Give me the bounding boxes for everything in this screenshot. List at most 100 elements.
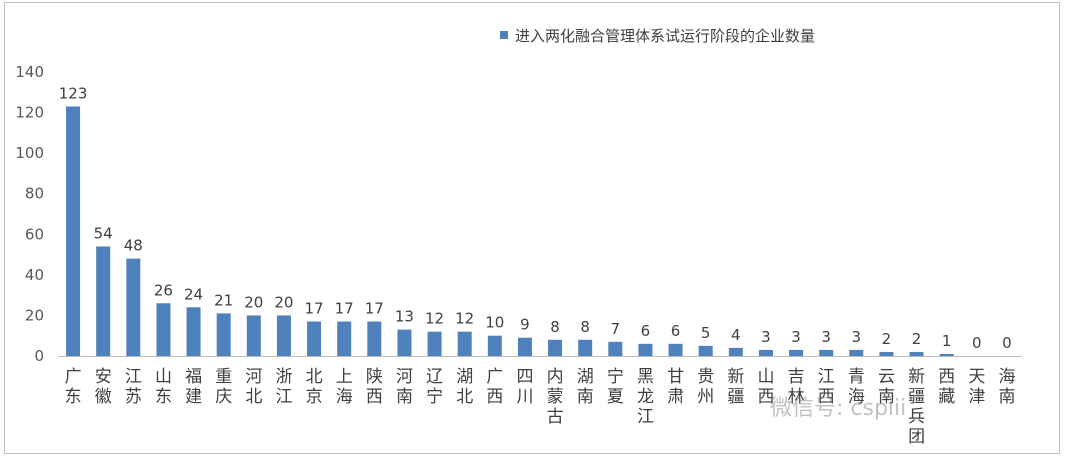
category-label: 福建	[185, 367, 202, 407]
bar	[367, 321, 382, 356]
data-label: 12	[425, 310, 444, 328]
category-label: 浙江	[275, 367, 292, 407]
category-label: 河北	[245, 367, 262, 407]
chart-frame	[4, 2, 1060, 454]
bar	[728, 347, 743, 356]
data-label: 3	[761, 328, 771, 346]
data-label: 3	[791, 328, 801, 346]
category-label: 青海	[848, 367, 865, 407]
data-label: 12	[455, 310, 474, 328]
category-label: 海南	[998, 367, 1015, 407]
data-label: 9	[520, 316, 530, 334]
category-label: 西藏	[938, 367, 955, 407]
category-label: 重庆	[215, 367, 232, 407]
legend-label: 进入两化融合管理体系试运行阶段的企业数量	[515, 26, 816, 45]
data-label: 4	[731, 326, 741, 344]
y-tick-label: 80	[25, 185, 44, 203]
bar	[337, 321, 352, 356]
bar	[698, 345, 713, 356]
category-label: 黑龙江	[637, 367, 654, 427]
watermark: 微信号: cspiii	[770, 396, 907, 421]
data-label: 10	[485, 314, 504, 332]
bar	[758, 349, 773, 356]
data-label: 0	[1002, 334, 1012, 352]
category-label: 安徽	[95, 367, 112, 407]
data-label: 26	[154, 281, 173, 299]
data-label: 17	[335, 300, 354, 318]
category-label: 新疆兵团	[908, 367, 925, 447]
data-label: 7	[611, 320, 621, 338]
data-label: 2	[882, 330, 892, 348]
category-label: 广东	[65, 367, 82, 407]
category-label: 上海	[336, 367, 353, 407]
bar	[517, 337, 532, 356]
category-label: 湖北	[456, 367, 473, 407]
category-label: 山东	[155, 367, 172, 407]
category-label: 天津	[968, 367, 985, 407]
data-label: 21	[214, 291, 233, 309]
bar	[608, 341, 623, 356]
category-label: 宁夏	[607, 367, 624, 407]
data-label: 8	[550, 318, 560, 336]
data-label: 20	[244, 293, 263, 311]
data-label: 6	[641, 322, 651, 340]
category-label: 广西	[486, 367, 503, 407]
data-label: 5	[701, 324, 711, 342]
bar	[397, 329, 412, 356]
bar	[216, 313, 231, 356]
category-label: 江苏	[125, 367, 142, 407]
y-tick-label: 60	[25, 225, 44, 243]
data-label: 6	[671, 322, 681, 340]
bar	[939, 353, 954, 356]
data-label: 123	[59, 84, 88, 102]
category-label: 云南	[878, 367, 895, 407]
category-label: 辽宁	[426, 367, 443, 407]
category-label: 江西	[818, 367, 835, 407]
bar	[487, 335, 502, 356]
bar	[427, 331, 442, 356]
y-tick-label: 140	[15, 63, 44, 81]
data-label: 48	[124, 237, 143, 255]
category-label: 新疆	[727, 367, 744, 407]
category-label: 甘肃	[667, 367, 684, 407]
category-label: 湖南	[577, 367, 594, 407]
data-label: 2	[912, 330, 922, 348]
data-label: 8	[580, 318, 590, 336]
legend-swatch	[500, 31, 508, 39]
data-label: 17	[305, 300, 324, 318]
data-label: 17	[365, 300, 384, 318]
bar	[96, 246, 111, 356]
bar	[186, 307, 201, 356]
bar	[879, 351, 894, 356]
y-tick-label: 120	[15, 104, 44, 122]
data-label: 3	[821, 328, 831, 346]
y-tick-label: 40	[25, 266, 44, 284]
category-label: 四川	[516, 367, 533, 407]
category-label: 山西	[757, 367, 774, 407]
data-label: 20	[274, 293, 293, 311]
bar	[276, 315, 291, 356]
category-label: 河南	[396, 367, 413, 407]
bar	[849, 349, 864, 356]
bar	[156, 303, 171, 356]
category-label: 贵州	[697, 367, 714, 407]
bar	[578, 339, 593, 356]
category-label: 陕西	[366, 367, 383, 407]
bar	[819, 349, 834, 356]
bar	[246, 315, 261, 356]
bar	[307, 321, 322, 356]
bar	[66, 106, 81, 356]
category-label: 北京	[306, 367, 323, 407]
legend: 进入两化融合管理体系试运行阶段的企业数量	[500, 24, 815, 46]
bar	[126, 258, 141, 356]
data-label: 1	[942, 332, 952, 350]
bar	[668, 343, 683, 356]
data-label: 13	[395, 308, 414, 326]
data-label: 3	[852, 328, 862, 346]
bar	[457, 331, 472, 356]
data-label: 24	[184, 285, 203, 303]
y-tick-label: 0	[34, 347, 44, 365]
y-tick-label: 100	[15, 144, 44, 162]
data-label: 0	[972, 334, 982, 352]
